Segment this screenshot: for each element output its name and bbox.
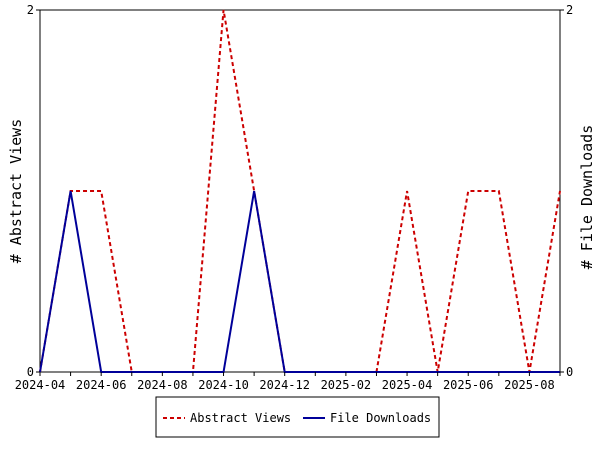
y-axis-label-right: # File Downloads: [578, 125, 596, 270]
legend-box: [155, 396, 440, 438]
x-tick-label: 2024-06: [76, 378, 127, 392]
x-tick-label: 2025-08: [504, 378, 555, 392]
y-tick-label-left: 0: [27, 365, 34, 379]
x-tick-label: 2024-10: [198, 378, 249, 392]
labels-layer: 2024-04 2024-06 2024-08 2024-10 2024-12 2025-…: [15, 3, 574, 392]
x-tick-label: 2024-12: [259, 378, 310, 392]
series-layer: [39, 9, 561, 373]
legend-label-file-downloads: File Downloads: [330, 411, 431, 425]
x-tick-label: 2024-04: [15, 378, 66, 392]
plot-area: [39, 9, 561, 373]
x-tick-label: 2025-04: [382, 378, 433, 392]
y-tick-label-right: 2: [566, 3, 573, 17]
y-tick-label-right: 0: [566, 365, 573, 379]
x-tick-label: 2025-02: [321, 378, 372, 392]
x-tick-label: 2025-06: [443, 378, 494, 392]
x-tick-label: 2024-08: [137, 378, 188, 392]
series-line-file-downloads: [39, 190, 560, 373]
y-tick-label-left: 2: [27, 3, 34, 17]
legend: Abstract Views File Downloads: [155, 396, 440, 438]
y-axis-label-left: # Abstract Views: [7, 119, 25, 264]
ticks-layer: [36, 9, 564, 376]
legend-label-abstract-views: Abstract Views: [190, 411, 291, 425]
